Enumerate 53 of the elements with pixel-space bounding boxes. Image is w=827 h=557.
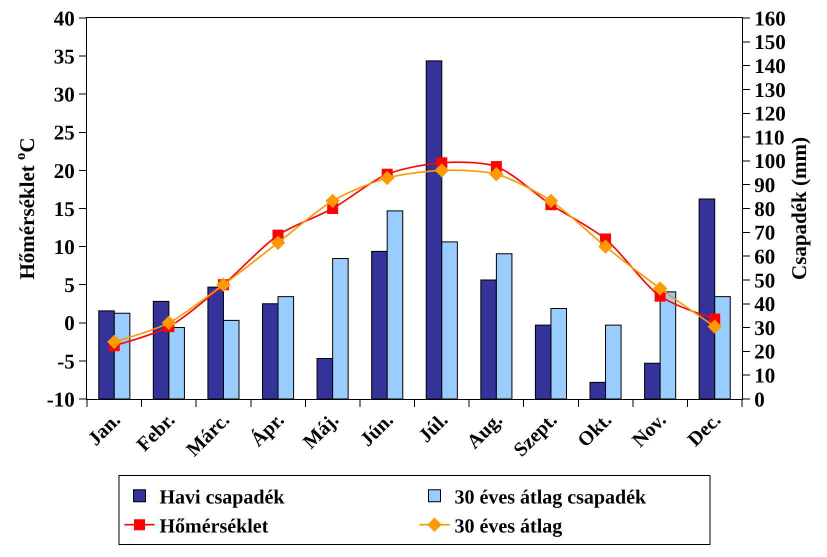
y-tick-label: 25 [54,120,75,145]
y-tick-label: 5 [64,273,75,298]
y2-tick-label: 20 [754,340,776,364]
x-tick-label: Dec. [683,409,726,451]
point [270,236,286,250]
point [434,163,449,178]
legend-label: Havi csapadék [160,486,286,508]
y-tick-label: 40 [54,6,75,30]
y-tick-label: 30 [54,82,75,107]
y2-tick-label: 110 [754,125,785,150]
point [162,316,176,330]
x-tick-label: Okt. [573,409,616,452]
y-tick-label: 20 [54,158,75,183]
x-tick-label: Júl. [414,409,452,448]
y2-tick-label: 60 [754,244,776,268]
x-tick-label: Nov. [628,409,671,452]
y2-tick-label: 0 [754,387,765,412]
x-tick-label: Jún. [356,409,398,451]
y2-tick-label: 10 [754,364,776,388]
y2-tick-label: 70 [754,220,776,245]
x-tick-label: Jan. [84,409,125,450]
y2-tick-label: 130 [754,78,786,102]
legend-label: 30 éves átlag csapadék [454,486,648,508]
y-tick-label: -5 [57,349,75,374]
y-tick-label: 35 [54,44,75,68]
point [598,239,613,254]
y2-tick-label: 150 [754,30,786,54]
point [325,194,340,208]
point [652,281,668,296]
y2-tick-label: 90 [754,173,776,198]
point [380,170,394,186]
y2-tick-label: 30 [754,316,776,340]
x-tick-label: Aug. [462,409,507,454]
legend-label: 30 éves átlag [454,516,562,538]
y-tick-label: 15 [54,196,75,221]
x-tick-label: Ápr. [246,408,289,452]
y2-axis-title: Csapadék (mm) [786,137,811,280]
y2-tick-label: 80 [754,196,776,221]
point [107,334,122,349]
y-tick-label: -10 [46,387,75,412]
y-tick-label: 10 [54,234,75,259]
y2-tick-label: 120 [754,102,786,126]
legend-label: Hőmérséklet [160,516,269,538]
y2-tick-label: 40 [754,292,776,316]
point [544,194,558,208]
y-tick-label: 0 [64,311,75,336]
y2-tick-label: 160 [754,6,786,30]
point [708,319,722,334]
y2-tick-label: 50 [754,268,776,292]
point [489,167,504,182]
y2-tick-label: 100 [754,149,786,174]
x-tick-label: Máj. [299,409,344,454]
y2-tick-label: 140 [754,54,786,78]
